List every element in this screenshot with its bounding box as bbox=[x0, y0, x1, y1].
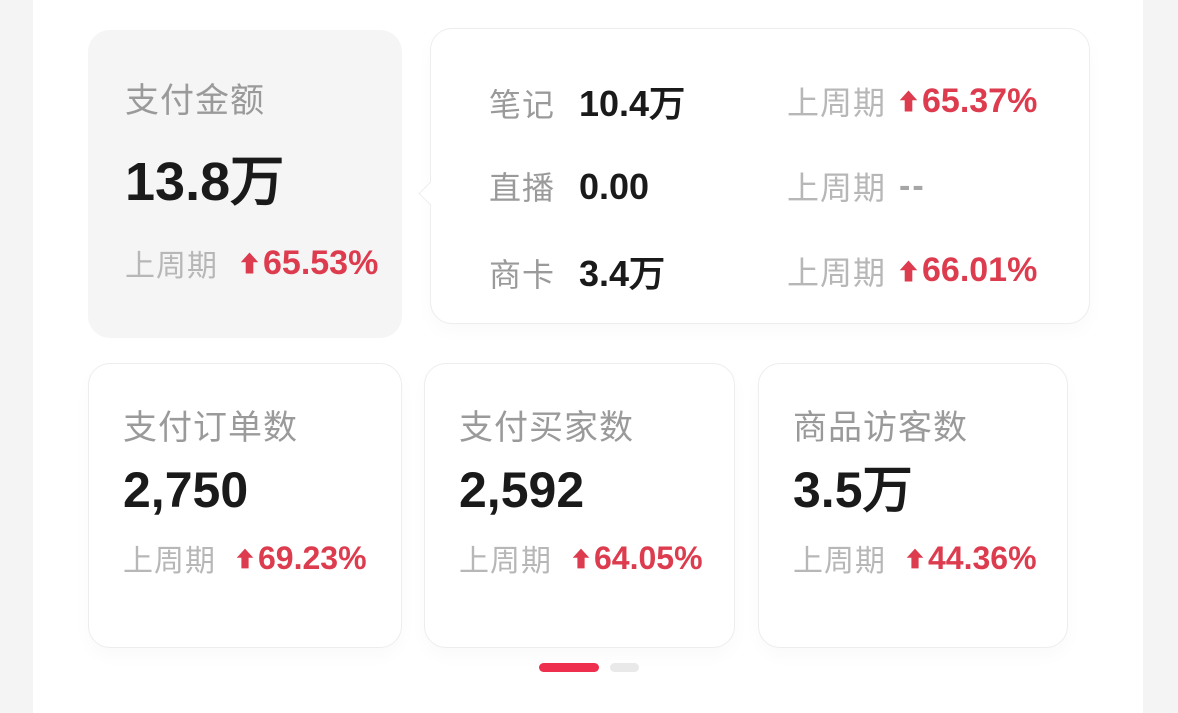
breakdown-row-live: 直播 0.00 上周期 -- bbox=[431, 144, 1089, 229]
metric-compare-row: 上周期 64.05% bbox=[459, 536, 714, 580]
metric-compare-row: 上周期 44.36% bbox=[793, 536, 1047, 580]
up-arrow-icon bbox=[572, 548, 590, 569]
payment-amount-card[interactable]: 支付金额 13.8万 上周期 65.53% bbox=[88, 30, 402, 338]
breakdown-compare: 上周期 65.37% bbox=[787, 78, 1037, 124]
up-arrow-icon bbox=[899, 260, 918, 282]
trend-percent: 65.53% bbox=[263, 243, 379, 282]
right-edge-strip bbox=[1143, 0, 1178, 713]
left-edge-strip bbox=[0, 0, 33, 713]
metric-value: 3.5万 bbox=[793, 462, 913, 518]
compare-period-label: 上周期 bbox=[787, 170, 887, 206]
metric-title: 支付订单数 bbox=[123, 409, 298, 447]
compare-period-label: 上周期 bbox=[787, 254, 887, 291]
up-arrow-icon bbox=[236, 548, 254, 569]
trend-value: 44.36% bbox=[906, 540, 1037, 577]
metric-title: 商品访客数 bbox=[793, 409, 968, 447]
trend-percent: 66.01% bbox=[922, 251, 1038, 290]
breakdown-value: 3.4万 bbox=[579, 252, 666, 294]
breakdown-left: 直播 0.00 bbox=[489, 163, 787, 209]
trend-value: 65.37% bbox=[899, 82, 1037, 121]
paid-orders-card[interactable]: 支付订单数 2,750 上周期 69.23% bbox=[88, 363, 402, 648]
trend-percent: 69.23% bbox=[258, 539, 367, 576]
breakdown-value: 10.4万 bbox=[579, 83, 686, 125]
payment-amount-compare-row: 上周期 65.53% bbox=[125, 241, 401, 285]
trend-value: -- bbox=[899, 167, 926, 206]
trend-percent: 64.05% bbox=[594, 539, 703, 576]
breakdown-label: 笔记 bbox=[489, 87, 556, 124]
pagination-dot-inactive[interactable] bbox=[610, 663, 639, 672]
breakdown-label: 直播 bbox=[489, 170, 556, 206]
up-arrow-icon bbox=[899, 90, 918, 112]
breakdown-left: 笔记 10.4万 bbox=[489, 75, 787, 127]
up-arrow-icon bbox=[906, 548, 924, 569]
payment-breakdown-popover: 笔记 10.4万 上周期 65.37% 直播 0.00 上周期 bbox=[417, 28, 1090, 324]
trend-percent: -- bbox=[899, 166, 926, 205]
pagination-dot-active[interactable] bbox=[539, 663, 599, 672]
product-visitors-card[interactable]: 商品访客数 3.5万 上周期 44.36% bbox=[758, 363, 1068, 648]
breakdown-value: 0.00 bbox=[579, 166, 650, 207]
breakdown-row-notes: 笔记 10.4万 上周期 65.37% bbox=[431, 59, 1089, 144]
breakdown-label: 商卡 bbox=[489, 256, 556, 293]
breakdown-row-card: 商卡 3.4万 上周期 66.01% bbox=[431, 228, 1089, 313]
payment-amount-title: 支付金额 bbox=[125, 82, 265, 120]
compare-period-label: 上周期 bbox=[793, 545, 886, 578]
trend-value: 66.01% bbox=[899, 251, 1037, 290]
trend-value: 69.23% bbox=[236, 540, 367, 577]
compare-period-label: 上周期 bbox=[787, 85, 887, 122]
breakdown-left: 商卡 3.4万 bbox=[489, 245, 787, 297]
trend-percent: 44.36% bbox=[928, 539, 1037, 576]
trend-value: 64.05% bbox=[572, 540, 703, 577]
metric-value: 2,750 bbox=[123, 462, 249, 518]
compare-period-label: 上周期 bbox=[123, 545, 216, 578]
trend-value: 65.53% bbox=[240, 244, 378, 283]
metric-compare-row: 上周期 69.23% bbox=[123, 536, 381, 580]
paid-buyers-card[interactable]: 支付买家数 2,592 上周期 64.05% bbox=[424, 363, 735, 648]
metric-value: 2,592 bbox=[459, 462, 585, 518]
breakdown-compare: 上周期 -- bbox=[787, 163, 926, 209]
metric-title: 支付买家数 bbox=[459, 409, 634, 447]
trend-percent: 65.37% bbox=[922, 81, 1038, 120]
carousel-pagination bbox=[539, 663, 639, 672]
compare-period-label: 上周期 bbox=[125, 250, 218, 283]
payment-amount-value: 13.8万 bbox=[125, 152, 285, 212]
compare-period-label: 上周期 bbox=[459, 545, 552, 578]
breakdown-compare: 上周期 66.01% bbox=[787, 248, 1037, 294]
up-arrow-icon bbox=[240, 252, 259, 274]
